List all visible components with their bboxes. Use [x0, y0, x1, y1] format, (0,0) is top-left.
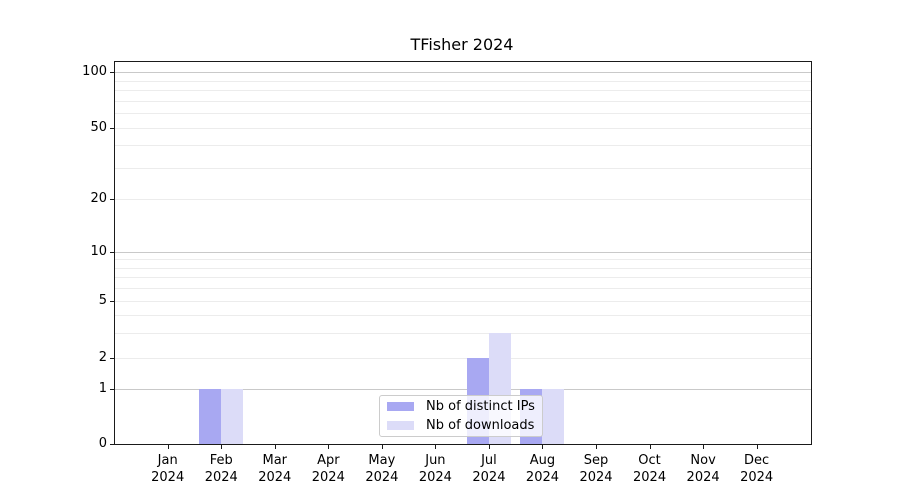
y-tick-label: 1 — [98, 381, 107, 396]
x-tick-year: 2024 — [258, 470, 292, 485]
chart-title: TFisher 2024 — [410, 35, 514, 54]
x-tick-mark — [703, 444, 705, 449]
x-tick-mark — [167, 444, 169, 449]
x-tick-month: Dec — [744, 453, 770, 468]
x-tick-month: Feb — [209, 453, 233, 468]
y-tick-label: 0 — [98, 436, 107, 451]
x-tick-month: Apr — [317, 453, 340, 468]
x-tick-month: Aug — [529, 453, 556, 468]
grid-line-minor — [115, 167, 811, 169]
y-tick-label: 10 — [90, 244, 107, 259]
grid-line-major — [115, 72, 811, 74]
x-tick-mark — [221, 444, 223, 449]
x-tick-month: Oct — [638, 453, 661, 468]
x-tick-year: 2024 — [579, 470, 613, 485]
bar-distinct-ips — [199, 389, 222, 444]
bar-downloads — [221, 389, 244, 444]
grid-line-major — [115, 389, 811, 390]
x-tick-year: 2024 — [151, 470, 185, 485]
x-tick-label: Jan 2024 — [136, 452, 200, 486]
legend-row-distinct-ips: Nb of distinct IPs — [387, 399, 535, 414]
x-tick-month: Nov — [690, 453, 716, 468]
x-tick-year: 2024 — [472, 470, 506, 485]
grid-line-minor — [115, 314, 811, 316]
grid-line-minor — [115, 267, 811, 269]
grid-line-minor — [115, 128, 811, 129]
y-tick-mark — [110, 128, 114, 129]
x-tick-label: Apr 2024 — [296, 452, 360, 486]
x-tick-mark — [756, 444, 758, 449]
x-tick-mark — [274, 444, 276, 449]
plot-area: 0 1 2 5 10 20 50 100 Jan 2024 Feb 2024 Mar 2024 Apr 202… — [82, 61, 812, 485]
y-tick-mark — [110, 199, 114, 200]
x-tick-year: 2024 — [365, 470, 399, 485]
y-tick-mark — [110, 444, 114, 445]
legend-row-downloads: Nb of downloads — [387, 418, 534, 433]
grid-line-minor — [115, 145, 811, 147]
grid-line-minor — [115, 287, 811, 289]
x-tick-year: 2024 — [633, 470, 667, 485]
x-tick-year: 2024 — [311, 470, 345, 485]
y-tick-label: 2 — [98, 350, 107, 365]
y-tick-label: 50 — [90, 120, 107, 135]
x-tick-label: Jul 2024 — [457, 452, 521, 486]
x-tick-month: Jan — [157, 453, 178, 468]
grid-line-minor — [115, 259, 811, 261]
x-tick-label: Feb 2024 — [189, 452, 253, 486]
x-tick-year: 2024 — [418, 470, 452, 485]
x-tick-year: 2024 — [740, 470, 774, 485]
legend-label-distinct-ips: Nb of distinct IPs — [426, 399, 535, 414]
y-tick-label: 20 — [90, 191, 107, 206]
grid-line-minor — [115, 80, 811, 82]
y-tick-mark — [110, 72, 114, 74]
y-tick-label: 5 — [98, 292, 107, 308]
x-tick-mark — [435, 444, 437, 449]
x-tick-mark — [596, 444, 598, 449]
bar-downloads — [542, 389, 565, 444]
grid-line-minor — [115, 90, 811, 92]
grid-line-minor — [115, 199, 811, 200]
y-tick-label: 100 — [82, 64, 107, 80]
x-tick-mark — [649, 444, 651, 449]
x-tick-year: 2024 — [525, 470, 560, 485]
x-tick-label: Sep 2024 — [564, 452, 628, 486]
x-tick-month: Jul — [481, 453, 497, 468]
x-tick-month: May — [368, 453, 396, 468]
grid-line-minor — [115, 276, 811, 278]
x-tick-year: 2024 — [204, 470, 238, 485]
grid-line-minor — [115, 300, 811, 302]
grid-line-major — [115, 252, 811, 253]
x-tick-label: Jun 2024 — [403, 452, 467, 486]
x-tick-month: Sep — [583, 453, 609, 468]
y-tick-mark — [110, 252, 114, 253]
x-tick-mark — [328, 444, 330, 449]
grid-line-minor — [115, 332, 811, 334]
legend-swatch-downloads — [387, 421, 414, 430]
grid-line-minor — [115, 113, 811, 115]
x-tick-label: Aug 2024 — [510, 452, 574, 486]
y-tick-mark — [110, 358, 114, 359]
legend: Nb of distinct IPs Nb of downloads — [379, 395, 543, 437]
legend-label-downloads: Nb of downloads — [426, 418, 535, 433]
x-tick-label: Mar 2024 — [243, 452, 307, 486]
legend-swatch-distinct-ips — [387, 402, 414, 411]
x-tick-month: Mar — [262, 453, 288, 468]
x-tick-label: Oct 2024 — [618, 452, 682, 486]
x-tick-mark — [381, 444, 383, 449]
x-tick-label: Dec 2024 — [725, 452, 789, 486]
x-tick-label: May 2024 — [350, 452, 414, 486]
grid-line-minor — [115, 100, 811, 102]
x-tick-year: 2024 — [686, 470, 720, 485]
x-tick-month: Jun — [425, 453, 446, 468]
y-tick-mark — [110, 389, 114, 390]
grid-line-minor — [115, 358, 811, 359]
x-tick-label: Nov 2024 — [671, 452, 735, 486]
x-tick-mark — [542, 444, 544, 449]
y-tick-mark — [110, 300, 114, 302]
x-tick-mark — [488, 444, 490, 449]
